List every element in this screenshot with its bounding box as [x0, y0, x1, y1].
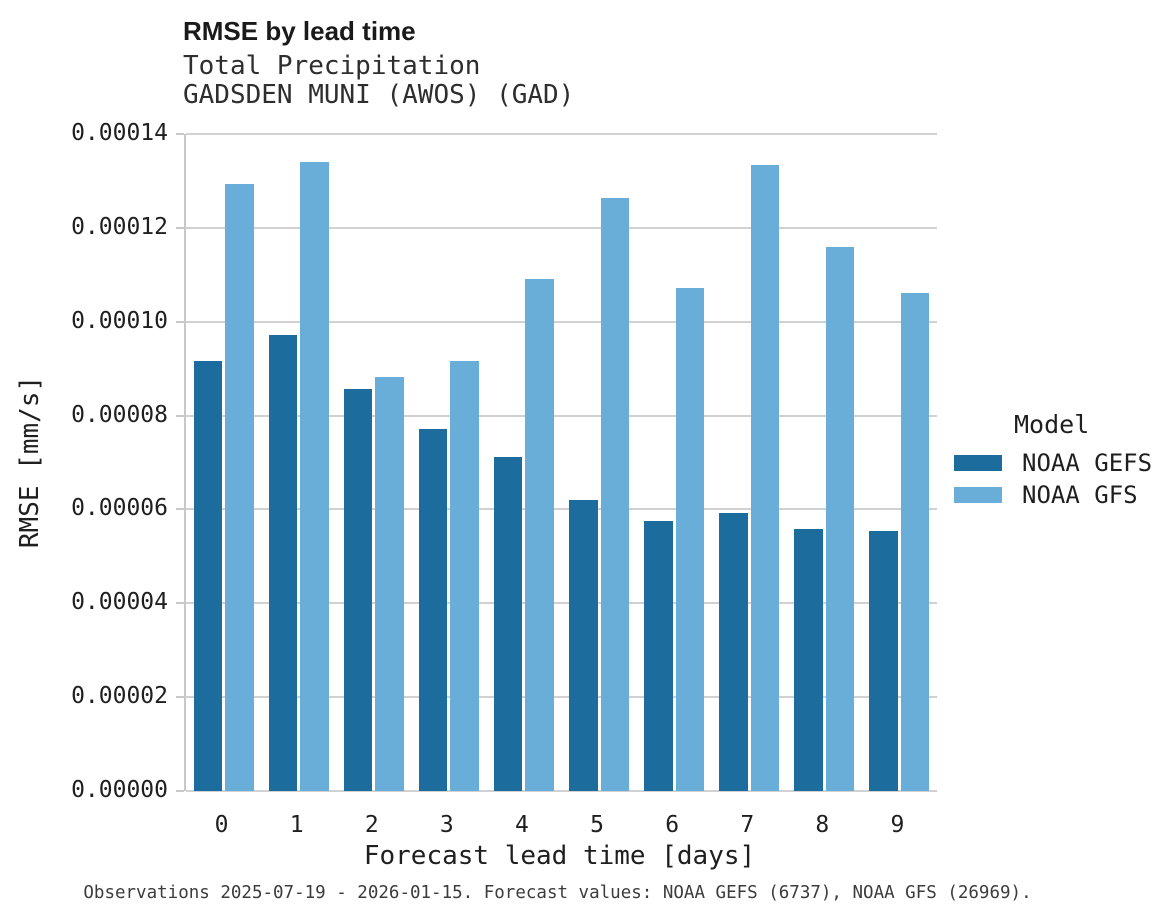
legend-swatch-noaa-gefs [954, 455, 1002, 471]
bar-noaa-gefs-day9 [869, 531, 898, 791]
bar-noaa-gfs-day6 [675, 287, 705, 791]
y-tickmark-0.00002 [176, 696, 184, 698]
x-tick-label-2: 2 [364, 812, 379, 838]
bar-noaa-gefs-day5 [569, 500, 598, 791]
gridline-0.00002 [186, 696, 937, 698]
bar-noaa-gefs-day6 [644, 520, 673, 791]
legend-label-noaa-gfs: NOAA GFS [1022, 481, 1138, 509]
plot-area [176, 133, 937, 792]
y-tickmark-0.00012 [176, 227, 184, 229]
gridline-0.00010 [186, 321, 937, 323]
bar-noaa-gfs-day5 [600, 197, 630, 791]
y-tickmark-0.00006 [176, 508, 184, 510]
chart-subtitle-variable: Total Precipitation [183, 51, 481, 81]
x-tick-label-6: 6 [665, 812, 680, 838]
y-tickmark-0.00008 [176, 415, 184, 417]
y-tickmark-0.00010 [176, 321, 184, 323]
x-tick-label-7: 7 [740, 812, 755, 838]
gridline-0.00008 [186, 415, 937, 417]
legend-label-noaa-gefs: NOAA GEFS [1022, 449, 1153, 477]
y-tick-label-0.00000: 0.00000 [71, 777, 168, 803]
bar-noaa-gfs-day0 [225, 184, 254, 791]
x-tick-label-1: 1 [289, 812, 304, 838]
bar-noaa-gefs-day3 [418, 429, 448, 791]
x-tick-label-4: 4 [515, 812, 529, 838]
figure-caption: Observations 2025-07-19 - 2026-01-15. Fo… [83, 883, 1032, 903]
y-tickmark-0.00004 [176, 602, 184, 604]
y-tick-label-0.00004: 0.00004 [71, 589, 168, 615]
bar-noaa-gfs-day7 [750, 164, 780, 791]
y-tick-label-0.00010: 0.00010 [71, 308, 168, 334]
legend-swatch-noaa-gfs [954, 487, 1002, 503]
y-tickmark-0.00000 [176, 790, 184, 792]
bar-noaa-gfs-day4 [525, 279, 554, 791]
bar-noaa-gefs-day2 [343, 389, 373, 791]
legend-title: Model [1014, 410, 1090, 439]
y-tickmark-0.00014 [176, 133, 184, 135]
bar-noaa-gfs-day9 [900, 292, 930, 791]
y-tick-label-0.00012: 0.00012 [71, 214, 168, 240]
bar-noaa-gefs-day1 [268, 334, 298, 791]
x-axis-label: Forecast lead time [days] [363, 841, 756, 871]
legend-row-noaa-gfs: NOAA GFS [954, 479, 1138, 511]
chart-subtitle-station: GADSDEN MUNI (AWOS) (GAD) [183, 80, 575, 110]
bar-noaa-gefs-day7 [719, 512, 748, 791]
gridline-0.00012 [186, 227, 937, 229]
x-tick-label-8: 8 [815, 812, 830, 838]
bar-noaa-gfs-day3 [450, 360, 479, 791]
gridline-0.00014 [186, 133, 937, 135]
chart-title: RMSE by lead time [183, 16, 416, 46]
legend-row-noaa-gefs: NOAA GEFS [954, 447, 1152, 479]
bar-noaa-gefs-day0 [193, 361, 223, 791]
bar-noaa-gefs-day8 [794, 528, 823, 791]
gridline-0.00004 [186, 602, 937, 604]
y-tick-label-0.00006: 0.00006 [71, 495, 168, 521]
bar-noaa-gfs-day2 [375, 377, 404, 791]
x-tick-label-3: 3 [439, 812, 454, 838]
gridline-0.00006 [186, 508, 937, 510]
x-tick-label-9: 9 [890, 812, 905, 838]
x-tick-label-5: 5 [590, 812, 604, 838]
bar-noaa-gefs-day4 [493, 456, 523, 791]
y-tick-label-0.00014: 0.00014 [71, 120, 168, 146]
y-tick-label-0.00008: 0.00008 [71, 402, 168, 428]
y-tick-label-0.00002: 0.00002 [71, 683, 168, 709]
gridline-0.00000 [186, 790, 937, 792]
bar-noaa-gfs-day8 [825, 246, 855, 791]
bar-noaa-gfs-day1 [300, 162, 329, 791]
x-tick-label-0: 0 [214, 812, 229, 838]
